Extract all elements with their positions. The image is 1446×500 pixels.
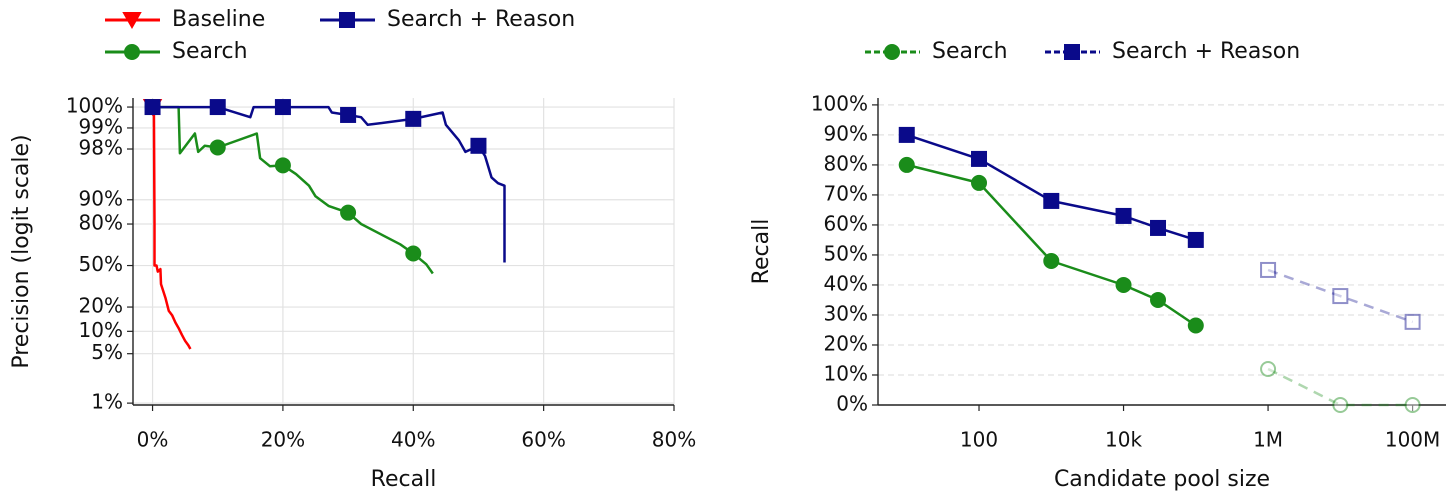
marker [340, 106, 357, 123]
y-tick-label: 0% [836, 392, 868, 416]
y-tick-label: 90% [824, 121, 868, 145]
marker [971, 174, 988, 191]
marker [898, 156, 915, 173]
marker [1115, 207, 1132, 224]
x-tick-label: 100 [960, 428, 998, 452]
y-tick-label: 50% [824, 241, 868, 265]
y-tick-label: 100% [66, 94, 123, 118]
x-axis-label: Candidate pool size [1054, 467, 1270, 492]
y-tick-label: 99% [79, 114, 123, 138]
x-tick-label: 20% [261, 428, 305, 452]
marker [1404, 313, 1421, 330]
y-tick-label: 90% [79, 186, 123, 210]
marker [405, 110, 422, 127]
x-tick-label: 40% [391, 428, 435, 452]
x-tick-label: 100M [1385, 428, 1440, 452]
series-line [1267, 367, 1413, 407]
y-tick-label: 20% [79, 294, 123, 318]
legend-label: Baseline [172, 7, 265, 32]
legend-marker [1064, 44, 1080, 60]
marker [1115, 276, 1132, 293]
x-axis-label: Recall [371, 467, 437, 492]
marker [1150, 291, 1167, 308]
x-tick-label: 10k [1105, 428, 1142, 452]
legend-label: Search + Reason [387, 7, 575, 32]
marker [470, 137, 487, 154]
y-tick-label: 50% [79, 252, 123, 276]
x-tick-label: 80% [652, 428, 696, 452]
marker [1043, 192, 1060, 209]
y-tick-label: 70% [824, 181, 868, 205]
y-axis-label: Recall [749, 219, 774, 285]
marker [209, 139, 226, 156]
marker [1332, 288, 1349, 305]
marker [274, 157, 291, 174]
marker [1260, 360, 1277, 377]
marker [898, 126, 915, 143]
marker [1332, 397, 1349, 413]
y-tick-label: 10% [824, 361, 868, 385]
y-tick-label: 60% [824, 211, 868, 235]
legend-label: Search [172, 39, 248, 64]
legend-marker [339, 12, 355, 28]
series-line [152, 105, 506, 263]
marker [144, 99, 161, 116]
y-tick-label: 100% [811, 91, 868, 115]
y-tick-label: 5% [91, 340, 123, 364]
marker [1404, 397, 1421, 413]
legend-marker [124, 44, 140, 60]
marker [1150, 219, 1167, 236]
marker [971, 150, 988, 167]
legend-label: Search [932, 39, 1008, 64]
marker [405, 245, 422, 262]
legend-marker [122, 12, 142, 30]
y-tick-label: 20% [824, 331, 868, 355]
marker [1260, 261, 1277, 278]
legend-marker [884, 44, 900, 60]
series-line [152, 105, 434, 275]
series-line [152, 105, 192, 350]
marker [1043, 252, 1060, 269]
marker [209, 99, 226, 116]
marker [340, 204, 357, 221]
x-tick-label: 1M [1253, 428, 1283, 452]
x-tick-label: 0% [137, 428, 169, 452]
y-tick-label: 1% [91, 390, 123, 414]
y-tick-label: 80% [824, 151, 868, 175]
y-tick-label: 40% [824, 271, 868, 295]
legend-label: Search + Reason [1112, 39, 1300, 64]
marker [1187, 317, 1204, 334]
y-axis-label: Precision (logit scale) [9, 134, 34, 368]
y-tick-label: 80% [79, 211, 123, 235]
series-line [1267, 268, 1414, 324]
marker [1187, 231, 1204, 248]
marker [274, 99, 291, 116]
y-tick-label: 10% [79, 318, 123, 342]
y-tick-label: 30% [824, 301, 868, 325]
y-tick-label: 98% [79, 136, 123, 160]
x-tick-label: 60% [521, 428, 565, 452]
